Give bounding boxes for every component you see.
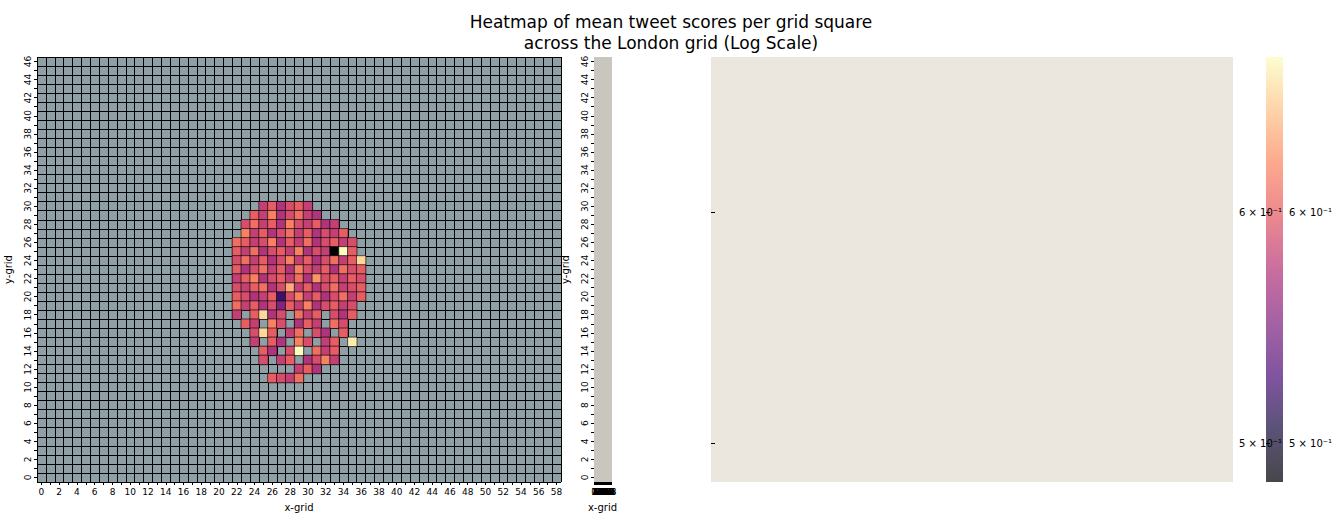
svg-text:20: 20 [213, 487, 225, 497]
svg-text:40: 40 [23, 110, 33, 122]
svg-text:36: 36 [355, 487, 367, 497]
svg-text:54: 54 [515, 487, 527, 497]
svg-text:36: 36 [23, 146, 33, 158]
svg-text:12: 12 [142, 487, 153, 497]
svg-text:26: 26 [267, 487, 279, 497]
svg-text:44: 44 [426, 487, 438, 497]
svg-text:6: 6 [580, 420, 590, 426]
svg-text:34: 34 [23, 164, 33, 176]
svg-text:20: 20 [580, 291, 590, 303]
svg-text:10: 10 [23, 381, 33, 393]
svg-text:28: 28 [580, 218, 590, 230]
svg-text:22: 22 [23, 273, 33, 284]
svg-text:30: 30 [580, 200, 590, 212]
svg-text:32: 32 [320, 487, 331, 497]
svg-text:56: 56 [605, 487, 617, 497]
svg-text:6 × 10⁻¹: 6 × 10⁻¹ [1239, 207, 1282, 218]
svg-text:y-grid: y-grid [560, 255, 571, 284]
svg-text:24: 24 [580, 254, 590, 266]
svg-text:14: 14 [580, 345, 590, 357]
svg-text:x-grid: x-grid [588, 502, 617, 513]
svg-text:16: 16 [178, 487, 190, 497]
svg-text:4: 4 [580, 438, 590, 444]
svg-text:24: 24 [249, 487, 261, 497]
svg-text:42: 42 [409, 487, 420, 497]
svg-text:8: 8 [23, 402, 33, 408]
svg-text:40: 40 [580, 110, 590, 122]
svg-text:18: 18 [196, 487, 208, 497]
svg-text:14: 14 [160, 487, 172, 497]
svg-text:44: 44 [23, 74, 33, 86]
svg-text:across the London grid (Log Sc: across the London grid (Log Scale) [524, 33, 818, 53]
svg-text:56: 56 [533, 487, 545, 497]
svg-text:22: 22 [580, 273, 590, 284]
svg-text:0: 0 [23, 474, 33, 480]
svg-text:18: 18 [23, 309, 33, 321]
svg-text:Heatmap of mean tweet scores p: Heatmap of mean tweet scores per grid sq… [470, 12, 873, 32]
svg-text:20: 20 [23, 291, 33, 303]
svg-text:8: 8 [580, 402, 590, 408]
svg-text:26: 26 [580, 236, 590, 248]
svg-text:10: 10 [580, 381, 590, 393]
svg-text:30: 30 [302, 487, 314, 497]
svg-text:58: 58 [551, 487, 563, 497]
svg-text:28: 28 [284, 487, 296, 497]
svg-text:38: 38 [373, 487, 385, 497]
svg-text:6: 6 [92, 487, 98, 497]
svg-text:42: 42 [23, 92, 33, 103]
svg-text:16: 16 [580, 327, 590, 339]
svg-text:52: 52 [498, 487, 509, 497]
svg-text:34: 34 [580, 164, 590, 176]
svg-text:8: 8 [110, 487, 116, 497]
svg-text:58: 58 [605, 487, 617, 497]
svg-text:46: 46 [444, 487, 456, 497]
svg-text:24: 24 [23, 254, 33, 266]
svg-text:16: 16 [23, 327, 33, 339]
svg-text:0: 0 [39, 487, 45, 497]
svg-text:40: 40 [391, 487, 403, 497]
svg-text:38: 38 [23, 128, 33, 140]
svg-text:x-grid: x-grid [284, 502, 313, 513]
svg-text:5 × 10⁻¹: 5 × 10⁻¹ [1289, 438, 1332, 449]
svg-text:36: 36 [580, 146, 590, 158]
svg-text:4: 4 [74, 487, 80, 497]
svg-text:22: 22 [231, 487, 242, 497]
svg-text:6: 6 [23, 420, 33, 426]
svg-text:48: 48 [462, 487, 474, 497]
svg-text:12: 12 [580, 363, 590, 374]
svg-text:28: 28 [23, 218, 33, 230]
svg-text:12: 12 [23, 363, 33, 374]
svg-text:46: 46 [23, 56, 33, 68]
svg-text:42: 42 [580, 92, 590, 103]
svg-text:46: 46 [580, 56, 590, 68]
svg-text:26: 26 [23, 236, 33, 248]
svg-text:32: 32 [23, 182, 33, 193]
svg-text:30: 30 [23, 200, 33, 212]
svg-text:34: 34 [338, 487, 350, 497]
svg-text:2: 2 [23, 457, 33, 463]
svg-text:44: 44 [580, 74, 590, 86]
svg-text:10: 10 [125, 487, 137, 497]
svg-text:14: 14 [23, 345, 33, 357]
svg-text:5 × 10⁻¹: 5 × 10⁻¹ [1239, 438, 1282, 449]
svg-text:50: 50 [480, 487, 492, 497]
svg-text:2: 2 [56, 487, 62, 497]
svg-text:6 × 10⁻¹: 6 × 10⁻¹ [1289, 207, 1332, 218]
svg-text:0: 0 [580, 474, 590, 480]
svg-text:38: 38 [580, 128, 590, 140]
svg-text:32: 32 [580, 182, 590, 193]
svg-text:4: 4 [23, 438, 33, 444]
svg-text:18: 18 [580, 309, 590, 321]
svg-text:2: 2 [580, 457, 590, 463]
svg-text:y-grid: y-grid [3, 255, 14, 284]
